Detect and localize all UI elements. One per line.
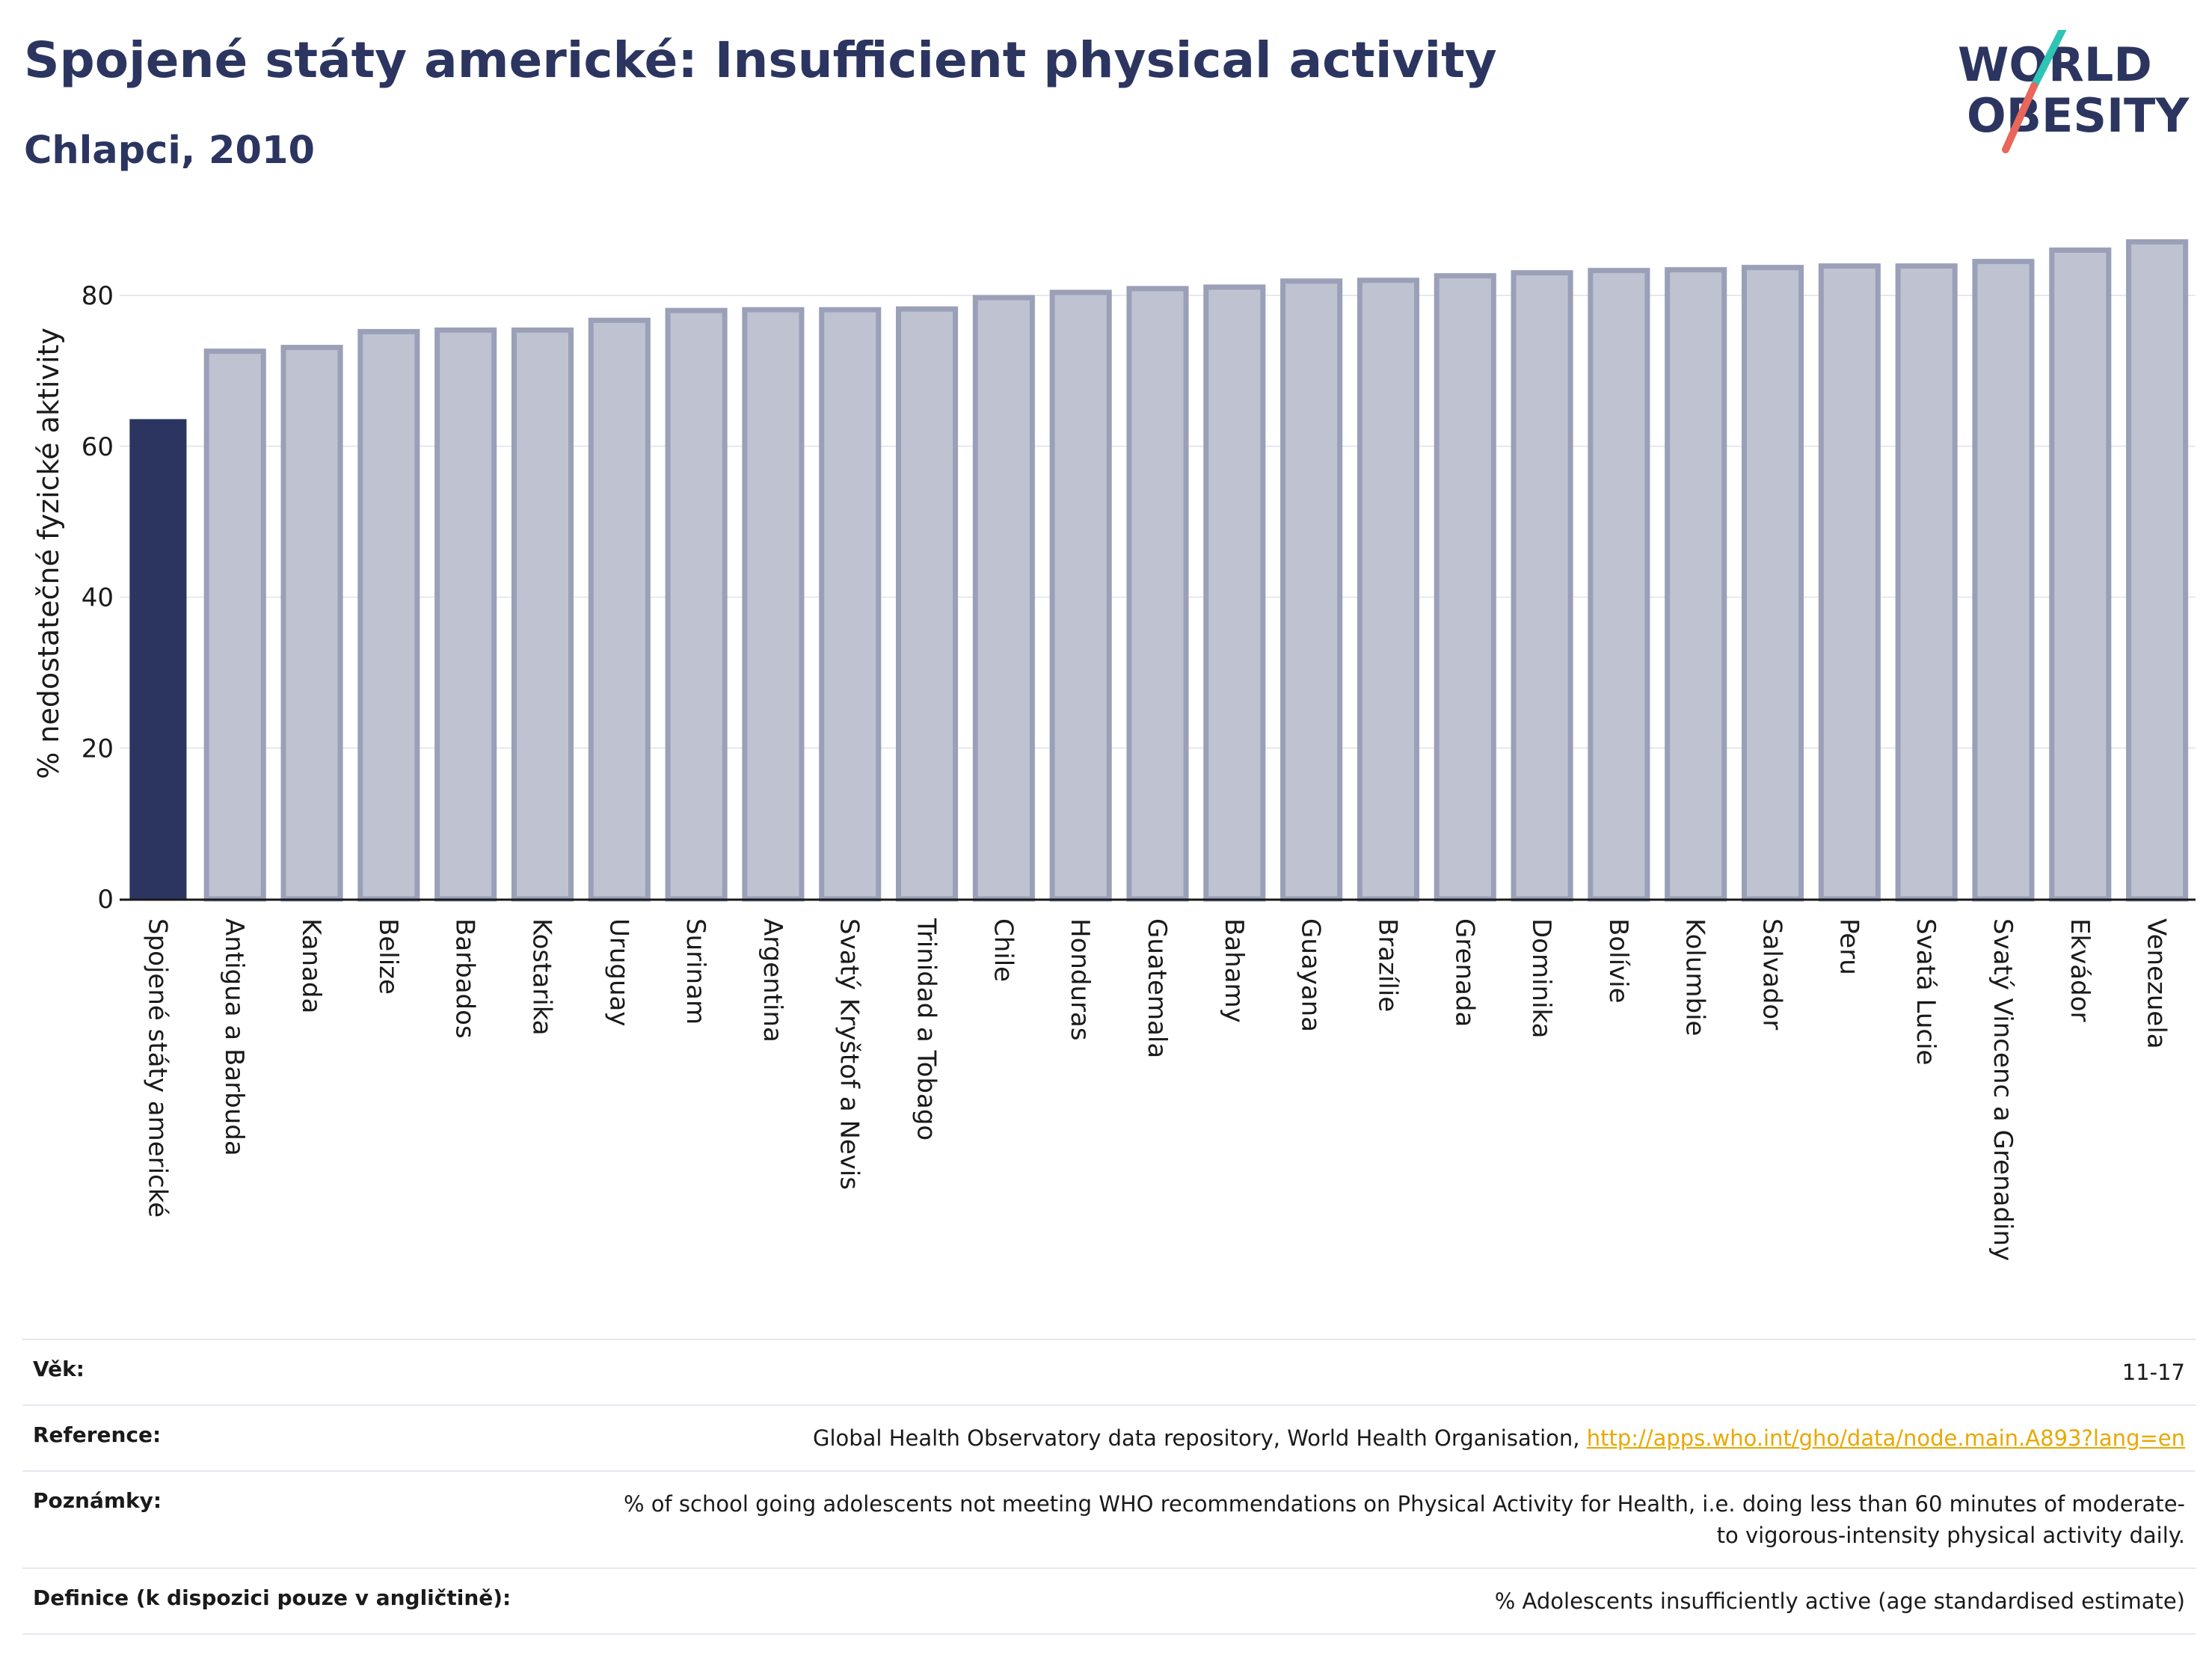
bar [1741,265,1804,902]
x-tick-label: Chile [988,918,1018,982]
bar [203,348,266,902]
x-tick-label: Guatemala [1142,918,1172,1058]
logo-line2: OBESITY [1967,88,2190,143]
y-tick-label: 0 [97,885,114,915]
info-value-notes: % of school going adolescents not meetin… [623,1491,2185,1548]
bar [742,307,805,902]
reference-text: Global Health Observatory data repositor… [812,1425,1580,1451]
bar [357,328,420,902]
y-tick-label: 40 [82,583,114,613]
x-tick-label: Surinam [681,918,710,1025]
x-tick-label: Bolívie [1603,918,1633,1004]
reference-link[interactable]: http://apps.who.int/gho/data/node.main.A… [1586,1425,2185,1451]
info-value-age: 11-17 [2122,1360,2185,1385]
bar [1665,267,1727,902]
bar [2126,239,2189,902]
bar [1357,277,1419,902]
info-value-definition: % Adolescents insufficiently active (age… [1494,1588,2185,1614]
y-tick-label: 60 [82,432,114,462]
x-tick-label: Guayana [1296,918,1326,1032]
bar [588,317,651,902]
info-label-definition: Definice (k dispozici pouze v angličtině… [33,1585,511,1610]
bar [1203,284,1266,902]
x-tick-label: Ekvádor [2065,918,2095,1022]
bar [2049,247,2112,902]
info-row-definition: Definice (k dispozici pouze v angličtině… [22,1568,2196,1635]
x-tick-label: Kanada [296,918,326,1013]
bar [1972,259,2035,902]
y-tick-label: 20 [82,734,114,764]
bar [511,327,574,902]
world-obesity-logo: WORLD OBESITY [1958,30,2190,153]
y-axis-label: % nedostatečné fyzické aktivity [32,328,65,779]
x-tick-label: Svatá Lucie [1911,918,1941,1065]
x-tick-label: Spojené státy americké [142,918,172,1218]
info-table: Věk: 11-17 Reference: Global Health Obse… [22,1339,2196,1635]
info-row-notes: Poznámky: % of school going adolescents … [22,1470,2196,1568]
info-label-age: Věk: [33,1357,85,1381]
x-tick-label: Brazílie [1372,918,1402,1012]
logo-slash-top [2030,30,2066,90]
bar [1895,263,1958,902]
x-tick-label: Kostarika [526,918,556,1036]
x-tick-label: Peru [1834,918,1864,975]
bar [1818,263,1881,902]
y-tick-label: 80 [82,281,114,311]
x-tick-label: Trinidad a Tobago [912,918,941,1140]
x-tick-label: Honduras [1065,918,1095,1041]
bar [129,419,187,899]
bar [1049,289,1112,902]
bar [1280,278,1343,902]
x-tick-label: Venezuela [2142,918,2172,1049]
logo-slash-bottom [2002,82,2038,153]
info-label-notes: Poznámky: [33,1488,162,1513]
bar-chart: 0 20 40 60 80 % nedostatečné fyzické aktivity… [32,239,2196,1261]
bar [972,295,1035,902]
x-tick-label: Svatý Kryštof a Nevis [835,918,864,1190]
x-tick-label: Dominika [1526,918,1556,1038]
chart-subtitle: Chlapci, 2010 [24,129,315,173]
chart-title: Spojené státy americké: Insufficient phy… [24,31,1497,89]
bar [665,307,728,902]
x-tick-label: Grenada [1449,918,1479,1027]
bar [1588,268,1650,902]
info-value-reference: Global Health Observatory data repositor… [813,1422,2185,1454]
bar [434,327,497,902]
bar [1511,270,1573,902]
bar [896,306,959,902]
info-row-reference: Reference: Global Health Observatory dat… [22,1404,2196,1470]
x-tick-label: Svatý Vincenc a Grenadiny [1988,918,2018,1261]
x-tick-label: Argentina [758,918,787,1043]
x-tick-label: Salvador [1757,918,1787,1030]
bar [1434,273,1496,902]
x-tick-label: Antigua a Barbuda [219,918,249,1156]
bar [1126,286,1189,902]
x-tick-label: Barbados [450,918,480,1039]
bar [280,345,343,902]
bar [819,307,882,902]
x-tick-label: Bahamy [1219,918,1249,1023]
info-label-reference: Reference: [33,1422,162,1447]
x-tick-label: Belize [373,918,403,995]
x-tick-label: Kolumbie [1680,918,1710,1036]
info-row-age: Věk: 11-17 [22,1339,2196,1404]
x-tick-label: Uruguay [603,918,633,1027]
